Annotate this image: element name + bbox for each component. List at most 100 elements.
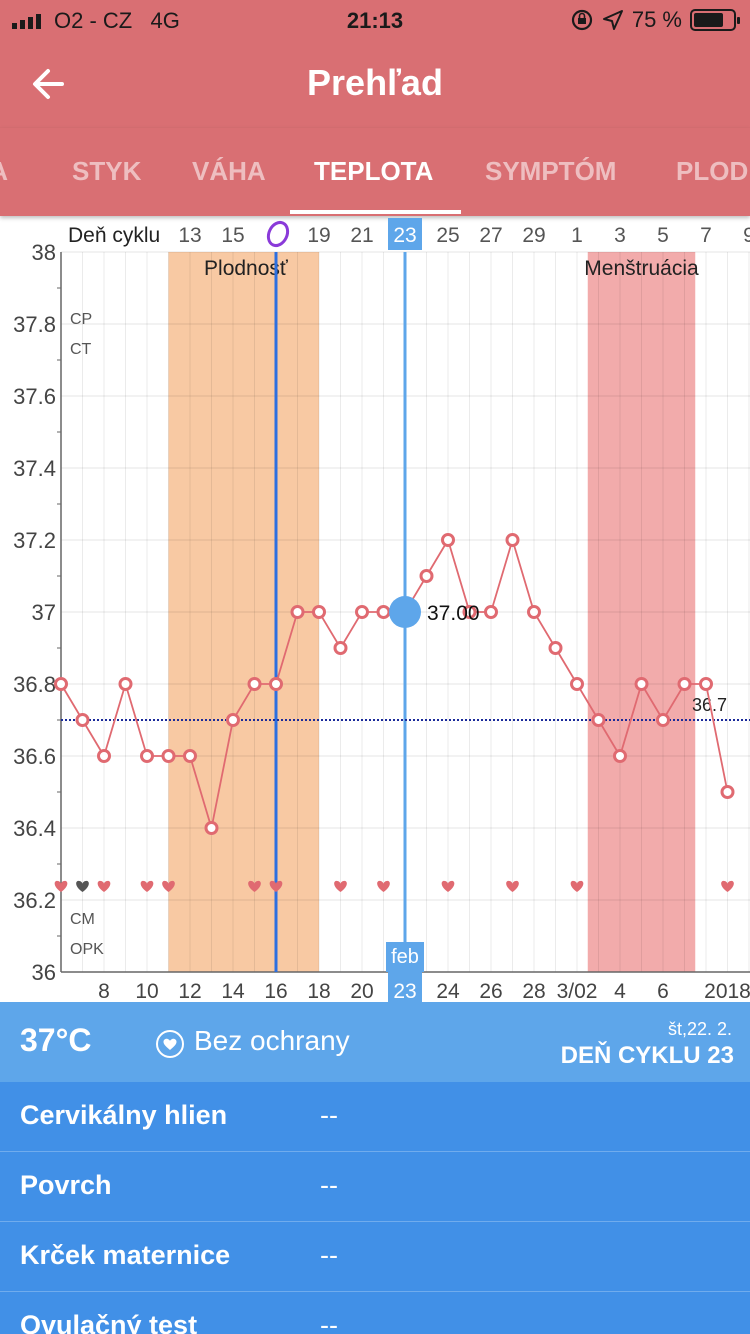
temperature-point	[677, 677, 692, 691]
x-tick-label: 2018	[704, 980, 750, 1002]
top-tick-label: 25	[436, 224, 459, 247]
x-tick-label: 3/02	[557, 980, 598, 1002]
month-badge	[386, 942, 424, 972]
tab-ia[interactable]: IA	[0, 156, 8, 187]
heart-icon	[377, 880, 390, 892]
arrow-left-icon[interactable]	[28, 62, 72, 106]
temperature-point	[527, 605, 541, 619]
active-tab-indicator	[290, 210, 461, 214]
x-tick-label: 12	[178, 980, 201, 1002]
tab-symptom[interactable]: SYMPTÓM	[485, 156, 617, 186]
top-tick-label: 15	[221, 224, 244, 247]
y-tick-label: 37.4	[13, 456, 56, 481]
x-tick-label: 23	[393, 980, 416, 1002]
clock: 21:13	[346, 8, 404, 33]
x-tick-label: 14	[221, 980, 245, 1002]
x-tick-label: 28	[522, 980, 545, 1002]
temperature-point	[591, 713, 606, 727]
tab-styk[interactable]: STYK	[72, 156, 142, 186]
selected-date-badge	[388, 972, 422, 1002]
top-tick-label: 29	[522, 224, 545, 247]
detail-value: --	[320, 1240, 338, 1270]
tab-teplota[interactable]: TEPLOTA	[314, 156, 434, 186]
tab-vaha[interactable]: VÁHA	[192, 156, 266, 186]
temperature-point	[247, 677, 262, 691]
list-item[interactable]: Cervikálny hlien --	[0, 1082, 750, 1152]
temperature-point	[419, 569, 434, 583]
temperature-point	[376, 605, 391, 619]
y-tick-label: 36	[32, 960, 56, 985]
temperature-point	[333, 641, 348, 655]
status-bar: O2 - CZ 4G 21:13 75 %	[0, 0, 750, 40]
y-tick-label: 37	[32, 600, 56, 625]
region-label: Menštruácia	[584, 257, 699, 280]
temperature-point	[269, 677, 283, 691]
list-item[interactable]: Povrch --	[0, 1152, 750, 1222]
y-tick-label: 38	[32, 240, 56, 265]
detail-list: Cervikálny hlien -- Povrch -- Krček mate…	[0, 1082, 750, 1334]
row-label: CM	[70, 911, 95, 928]
location-icon	[602, 10, 623, 30]
heart-circle-icon	[156, 1030, 184, 1058]
heart-icon	[248, 880, 261, 892]
y-tick-label: 37.2	[13, 528, 56, 553]
temperature-point	[462, 605, 477, 619]
detail-value: --	[320, 1310, 338, 1334]
top-tick-label: 21	[350, 224, 373, 247]
x-tick-label: 18	[307, 980, 330, 1002]
heart-icon	[54, 880, 68, 892]
list-item[interactable]: Ovulačný test --	[0, 1292, 750, 1334]
temperature-point	[441, 533, 455, 547]
date-label: št,22. 2.	[667, 1019, 732, 1039]
protection-label[interactable]: Bez ochrany	[194, 1025, 350, 1056]
temperature-point	[75, 713, 90, 727]
row-label: CT	[70, 341, 92, 358]
detail-label: Ovulačný test	[20, 1310, 198, 1334]
temperature-chart[interactable]: Plodnosť Menštruácia 36 36.2 36.4 36.6 36.8 37 3…	[0, 216, 750, 1002]
detail-value: --	[320, 1100, 338, 1130]
temperature-point	[226, 713, 240, 727]
list-item[interactable]: Krček maternice --	[0, 1222, 750, 1292]
top-tick-label: 9	[743, 224, 750, 247]
top-tick-label: 5	[657, 224, 669, 247]
temperature-point	[118, 677, 133, 691]
top-tick-label: 3	[614, 224, 626, 247]
region-menstruation	[587, 252, 696, 972]
heart-icon	[506, 880, 519, 892]
temperature-point	[634, 677, 649, 691]
row-label: OPK	[70, 941, 104, 958]
selected-point	[389, 596, 421, 628]
month-label: feb	[391, 946, 419, 968]
heart-icon	[570, 880, 584, 892]
battery-percent: 75 %	[631, 7, 682, 32]
heart-icon	[269, 880, 283, 892]
signal-icon	[12, 14, 41, 29]
detail-label: Krček maternice	[20, 1240, 231, 1270]
region-label: Plodnosť	[204, 257, 289, 280]
temperature-point	[613, 749, 627, 763]
x-tick-label: 4	[614, 980, 626, 1002]
top-tick-label: 7	[700, 224, 712, 247]
y-tick-label: 37.6	[13, 384, 56, 409]
tab-bar: IA STYK VÁHA TEPLOTA SYMPTÓM PLOD	[0, 128, 750, 216]
temperature-point	[312, 605, 326, 619]
page-title: Prehľad	[307, 62, 443, 103]
temperature-chart-svg[interactable]: Plodnosť Menštruácia3636.236.436.636.8373…	[0, 216, 750, 1002]
heart-icon	[76, 880, 89, 892]
top-tick-label: 23	[393, 224, 416, 247]
cycle-day-label: DEŇ CYKLU 23	[560, 1042, 734, 1069]
temperature-point	[570, 677, 584, 691]
temperature-point	[720, 785, 735, 799]
day-summary: 37°C Bez ochrany št,22. 2. DEŇ CYKLU 23	[0, 1002, 750, 1082]
y-tick-label: 36.8	[13, 672, 56, 697]
temperature-point	[548, 641, 563, 655]
temperature-point	[161, 749, 176, 763]
top-tick-label: 13	[178, 224, 201, 247]
x-tick-label: 16	[264, 980, 287, 1002]
x-tick-label: 24	[436, 980, 460, 1002]
tab-plod[interactable]: PLOD	[676, 156, 749, 186]
heart-icon	[97, 880, 111, 892]
temperature-point	[140, 749, 154, 763]
temperature-point	[290, 605, 305, 619]
y-tick-label: 37.8	[13, 312, 56, 337]
